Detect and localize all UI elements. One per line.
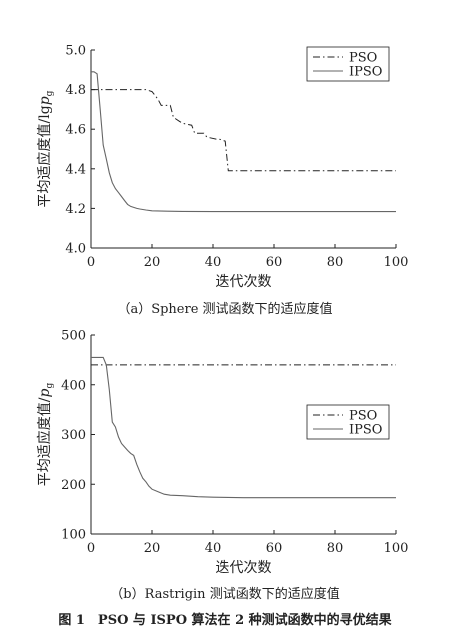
x-tick-label: 20 [144, 255, 161, 270]
y-tick-label: 400 [61, 378, 86, 393]
x-axis-label: 迭代次数 [216, 274, 272, 290]
x-tick-label: 100 [384, 255, 409, 270]
x-tick-label: 60 [266, 541, 283, 556]
figure-caption: 图 1 PSO 与 ISPO 算法在 2 种测试函数中的寻优结果 [58, 612, 391, 628]
y-tick-label: 200 [61, 478, 86, 493]
y-tick-label: 4.0 [65, 242, 86, 257]
x-tick-label: 40 [205, 541, 222, 556]
y-axis-label: 平均适应度值/lgpg [36, 90, 55, 207]
y-tick-label: 300 [61, 428, 86, 443]
legend-box [306, 46, 390, 82]
y-tick-label: 500 [61, 329, 86, 344]
x-tick-label: 0 [87, 541, 95, 556]
series-line-ipso [91, 356, 396, 499]
x-tick-label: 40 [205, 255, 222, 270]
y-tick-label: 4.4 [65, 162, 86, 177]
y-tick-label: 4.8 [65, 83, 86, 98]
x-tick-label: 100 [384, 541, 409, 556]
y-tick-label: 4.2 [65, 202, 86, 217]
legend-label-pso: PSO [349, 409, 377, 424]
chart-caption: （a）Sphere 测试函数下的适应度值 [117, 301, 332, 317]
x-tick-label: 60 [266, 255, 283, 270]
x-tick-label: 80 [327, 255, 344, 270]
y-tick-label: 4.6 [65, 123, 86, 138]
x-axis-label: 迭代次数 [216, 560, 272, 576]
x-tick-label: 0 [87, 255, 95, 270]
legend-box [306, 404, 390, 440]
y-tick-label: 5.0 [65, 44, 86, 59]
y-axis-label: 平均适应度值/pg [36, 383, 55, 487]
series-line-ipso [91, 71, 396, 213]
legend-label-ipso: IPSO [349, 65, 382, 80]
legend-label-pso: PSO [349, 51, 377, 66]
chart-caption: （b）Rastrigin 测试函数下的适应度值 [110, 586, 339, 602]
series-line-pso [91, 89, 396, 172]
x-tick-label: 20 [144, 541, 161, 556]
y-tick-label: 100 [61, 528, 86, 543]
legend-label-ipso: IPSO [349, 423, 382, 438]
x-tick-label: 80 [327, 541, 344, 556]
